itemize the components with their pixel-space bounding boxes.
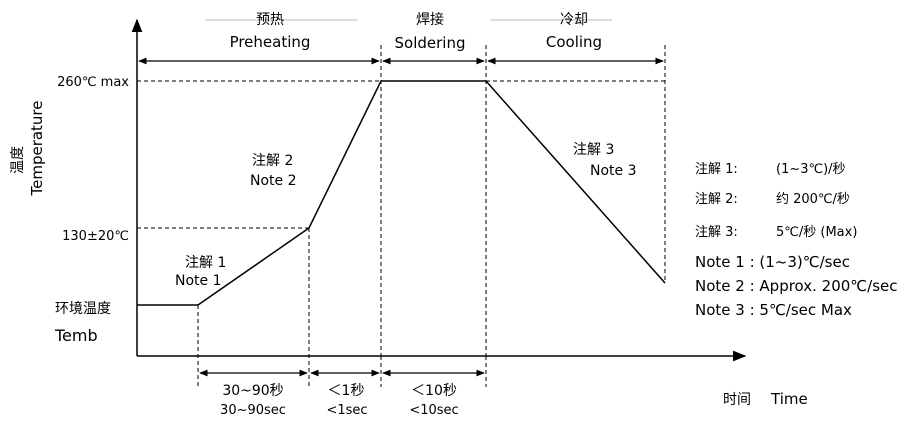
note2-label-zh: 注解 2 <box>252 153 293 169</box>
x-axis-title-en: Time <box>770 390 808 408</box>
duration-3-zh: ＜10秒 <box>411 383 457 399</box>
duration-3-en: <10sec <box>409 403 458 418</box>
legend-zh-label-1: 注解 1: <box>695 162 738 177</box>
legend-zh: 注解 1: (1~3℃)/秒 注解 2: 约 200℃/秒 注解 3: 5℃/秒… <box>695 162 857 240</box>
peak-temp-label: 260℃ max <box>57 75 129 90</box>
legend-en-1: Note 1 : (1~3)℃/sec <box>695 253 850 271</box>
legend-zh-value-1: (1~3℃)/秒 <box>776 162 846 177</box>
preheat-label-zh: 预热 <box>256 12 284 28</box>
solder-label-zh: 焊接 <box>416 11 444 28</box>
duration-2-zh: ＜1秒 <box>328 383 365 399</box>
legend-zh-value-2: 约 200℃/秒 <box>776 192 850 207</box>
legend-zh-value-3: 5℃/秒 (Max) <box>776 225 857 240</box>
legend-zh-label-2: 注解 2: <box>695 192 738 207</box>
x-axis-title-zh: 时间 <box>723 392 751 408</box>
solder-label-en: Soldering <box>395 34 466 52</box>
note3-label-zh: 注解 3 <box>573 142 614 158</box>
temperature-profile-line <box>137 80 666 306</box>
preheat-label-en: Preheating <box>230 33 311 51</box>
duration-1-en: 30~90sec <box>220 403 286 418</box>
y-axis-title-zh: 温度 <box>10 146 26 174</box>
legend-zh-label-3: 注解 3: <box>695 225 738 240</box>
cool-label-zh: 冷却 <box>560 12 588 28</box>
legend-en: Note 1 : (1~3)℃/sec Note 2 : Approx. 200… <box>695 253 898 319</box>
note1-label-zh: 注解 1 <box>185 255 226 271</box>
legend-en-2: Note 2 : Approx. 200℃/sec <box>695 277 898 295</box>
note1-label-en: Note 1 <box>175 273 222 289</box>
y-axis-title-en: Temperature <box>28 100 46 196</box>
duration-1-zh: 30~90秒 <box>222 383 283 399</box>
duration-2-en: <1sec <box>326 403 367 418</box>
cool-label-en: Cooling <box>546 33 602 51</box>
ambient-label-en: Temb <box>54 326 98 345</box>
soak-temp-label: 130±20℃ <box>62 229 129 244</box>
note3-label-en: Note 3 <box>590 163 637 179</box>
ambient-label-zh: 环境温度 <box>55 301 111 317</box>
note2-label-en: Note 2 <box>250 173 297 189</box>
legend-en-3: Note 3 : 5℃/sec Max <box>695 301 852 319</box>
